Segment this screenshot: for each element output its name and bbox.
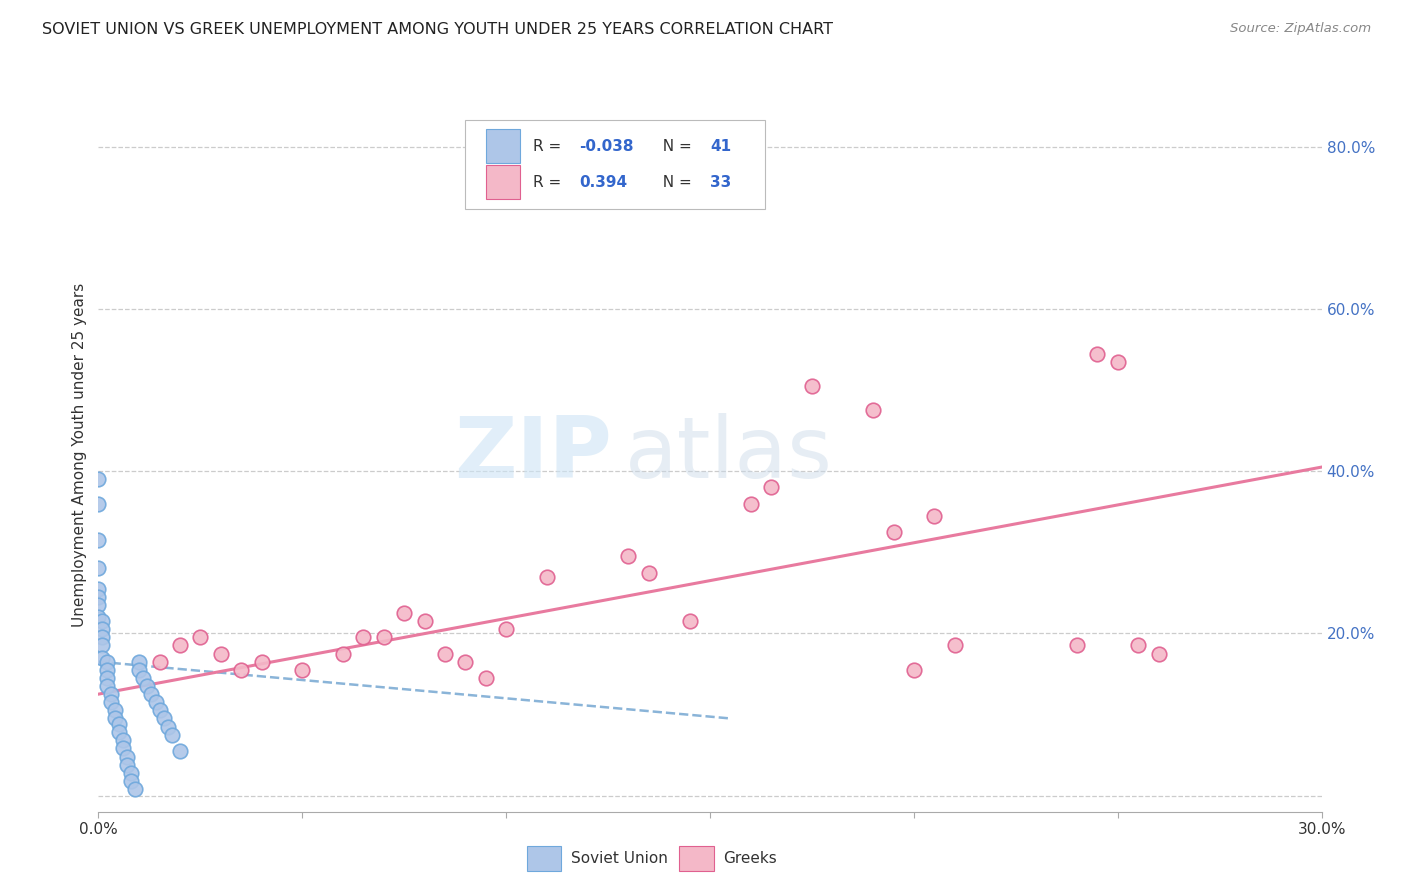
Text: atlas: atlas	[624, 413, 832, 497]
Point	[128, 655, 150, 669]
Point	[91, 622, 114, 636]
Text: Greeks: Greeks	[724, 851, 778, 865]
Point	[679, 614, 702, 628]
FancyBboxPatch shape	[486, 129, 520, 163]
Point	[120, 773, 142, 788]
FancyBboxPatch shape	[486, 165, 520, 199]
Point	[413, 614, 436, 628]
FancyBboxPatch shape	[679, 846, 714, 871]
Point	[156, 720, 179, 734]
Point	[87, 497, 110, 511]
Point	[87, 610, 110, 624]
Y-axis label: Unemployment Among Youth under 25 years: Unemployment Among Youth under 25 years	[72, 283, 87, 627]
Point	[128, 663, 150, 677]
Point	[100, 695, 122, 709]
Point	[943, 639, 966, 653]
Text: -0.038: -0.038	[579, 138, 634, 153]
Point	[96, 671, 118, 685]
Point	[474, 671, 498, 685]
Point	[801, 379, 824, 393]
Point	[115, 749, 138, 764]
Point	[1066, 639, 1088, 653]
Point	[1147, 647, 1170, 661]
Point	[145, 695, 167, 709]
Point	[231, 663, 253, 677]
Point	[495, 622, 517, 636]
Point	[87, 472, 110, 486]
Point	[96, 655, 118, 669]
Point	[136, 679, 159, 693]
Point	[903, 663, 925, 677]
Point	[862, 403, 884, 417]
Text: 41: 41	[710, 138, 731, 153]
Point	[91, 650, 114, 665]
Point	[209, 647, 232, 661]
Point	[120, 765, 142, 780]
Point	[111, 733, 134, 747]
Text: Source: ZipAtlas.com: Source: ZipAtlas.com	[1230, 22, 1371, 36]
Point	[132, 671, 155, 685]
Point	[108, 717, 131, 731]
Point	[1107, 354, 1129, 368]
Point	[91, 639, 114, 653]
Point	[87, 533, 110, 547]
Point	[91, 631, 114, 645]
Point	[87, 598, 110, 612]
Text: R =: R =	[533, 175, 565, 190]
Point	[104, 711, 127, 725]
Point	[149, 703, 172, 717]
Text: SOVIET UNION VS GREEK UNEMPLOYMENT AMONG YOUTH UNDER 25 YEARS CORRELATION CHART: SOVIET UNION VS GREEK UNEMPLOYMENT AMONG…	[42, 22, 834, 37]
Point	[250, 655, 273, 669]
Point	[149, 655, 172, 669]
Point	[111, 741, 134, 756]
Point	[536, 569, 558, 583]
Point	[638, 566, 661, 580]
Point	[169, 744, 191, 758]
Point	[169, 639, 191, 653]
Text: N =: N =	[652, 175, 696, 190]
Point	[108, 725, 131, 739]
Point	[141, 687, 163, 701]
Point	[291, 663, 314, 677]
Point	[1128, 639, 1150, 653]
Point	[883, 524, 905, 539]
FancyBboxPatch shape	[465, 120, 765, 209]
Point	[160, 728, 183, 742]
Text: R =: R =	[533, 138, 565, 153]
Point	[1085, 346, 1108, 360]
Point	[761, 480, 783, 494]
Text: 33: 33	[710, 175, 731, 190]
Point	[96, 679, 118, 693]
Text: ZIP: ZIP	[454, 413, 612, 497]
FancyBboxPatch shape	[526, 846, 561, 871]
Point	[87, 590, 110, 604]
Point	[373, 631, 395, 645]
Point	[104, 703, 127, 717]
Point	[188, 631, 212, 645]
Point	[91, 614, 114, 628]
Point	[152, 711, 174, 725]
Point	[922, 508, 945, 523]
Point	[392, 606, 416, 620]
Point	[100, 687, 122, 701]
Point	[87, 582, 110, 596]
Point	[352, 631, 374, 645]
Point	[96, 663, 118, 677]
Text: Soviet Union: Soviet Union	[571, 851, 668, 865]
Point	[740, 497, 762, 511]
Point	[454, 655, 477, 669]
Point	[87, 561, 110, 575]
Text: N =: N =	[652, 138, 696, 153]
Point	[332, 647, 354, 661]
Point	[115, 757, 138, 772]
Point	[617, 549, 640, 564]
Point	[434, 647, 457, 661]
Text: 0.394: 0.394	[579, 175, 627, 190]
Point	[124, 782, 146, 797]
